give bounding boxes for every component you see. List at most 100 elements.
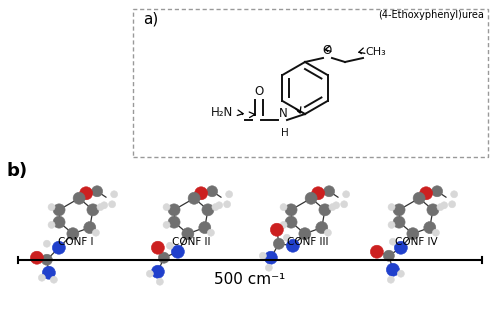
- Circle shape: [172, 245, 184, 258]
- Circle shape: [80, 187, 92, 200]
- Circle shape: [84, 221, 96, 234]
- Circle shape: [163, 221, 170, 228]
- Circle shape: [48, 204, 55, 210]
- Circle shape: [199, 221, 211, 234]
- Circle shape: [194, 187, 207, 200]
- Circle shape: [280, 221, 287, 228]
- Circle shape: [264, 251, 278, 264]
- Circle shape: [50, 276, 58, 283]
- Circle shape: [52, 241, 66, 254]
- Circle shape: [324, 229, 332, 236]
- Circle shape: [100, 202, 107, 209]
- Text: O: O: [322, 44, 332, 57]
- Circle shape: [393, 204, 405, 216]
- Circle shape: [146, 270, 154, 277]
- Circle shape: [285, 204, 297, 216]
- FancyBboxPatch shape: [133, 9, 488, 157]
- Text: CONF III: CONF III: [287, 237, 329, 247]
- Circle shape: [332, 202, 340, 209]
- Circle shape: [38, 274, 46, 281]
- Circle shape: [48, 221, 55, 228]
- Circle shape: [208, 229, 214, 236]
- Circle shape: [166, 242, 173, 249]
- Circle shape: [212, 204, 219, 210]
- Circle shape: [53, 204, 65, 216]
- Circle shape: [202, 204, 214, 216]
- Circle shape: [216, 202, 222, 209]
- Circle shape: [92, 229, 100, 236]
- Circle shape: [448, 201, 456, 208]
- Circle shape: [224, 201, 230, 208]
- Circle shape: [30, 251, 44, 264]
- Circle shape: [67, 228, 79, 240]
- Circle shape: [182, 228, 194, 240]
- Circle shape: [393, 216, 405, 228]
- Circle shape: [388, 276, 394, 283]
- Circle shape: [42, 266, 56, 279]
- Circle shape: [42, 254, 52, 265]
- Circle shape: [53, 216, 65, 228]
- Circle shape: [274, 238, 284, 249]
- Circle shape: [152, 241, 164, 254]
- Circle shape: [87, 204, 99, 216]
- Text: CONF I: CONF I: [58, 237, 94, 247]
- Text: 500 cm⁻¹: 500 cm⁻¹: [214, 272, 286, 287]
- Text: O: O: [254, 85, 264, 98]
- Text: CONF II: CONF II: [172, 237, 210, 247]
- Text: (4-Ethoxyphenyl)urea: (4-Ethoxyphenyl)urea: [378, 10, 484, 20]
- Circle shape: [156, 278, 164, 285]
- Circle shape: [73, 192, 85, 204]
- Text: H: H: [281, 128, 289, 138]
- Circle shape: [407, 228, 419, 240]
- Circle shape: [388, 221, 395, 228]
- Circle shape: [226, 191, 232, 198]
- Circle shape: [424, 221, 436, 234]
- Circle shape: [324, 186, 334, 197]
- Circle shape: [284, 234, 290, 241]
- Circle shape: [312, 187, 324, 200]
- Circle shape: [44, 240, 51, 247]
- Text: H₂N: H₂N: [211, 106, 233, 119]
- Circle shape: [168, 216, 180, 228]
- Circle shape: [158, 252, 170, 263]
- Circle shape: [420, 187, 432, 200]
- Circle shape: [432, 229, 440, 236]
- Circle shape: [437, 204, 444, 210]
- Circle shape: [152, 265, 164, 278]
- Circle shape: [266, 264, 272, 271]
- Text: N: N: [278, 107, 287, 120]
- Circle shape: [163, 204, 170, 210]
- Text: CH₃: CH₃: [365, 47, 386, 57]
- Circle shape: [340, 201, 347, 208]
- Circle shape: [108, 201, 116, 208]
- Circle shape: [370, 245, 384, 258]
- Circle shape: [92, 186, 102, 197]
- Circle shape: [206, 186, 218, 197]
- Circle shape: [329, 204, 336, 210]
- Circle shape: [390, 238, 396, 245]
- Circle shape: [386, 263, 400, 276]
- Circle shape: [188, 192, 200, 204]
- Circle shape: [285, 216, 297, 228]
- Circle shape: [270, 223, 283, 236]
- Circle shape: [168, 204, 180, 216]
- Text: a): a): [143, 12, 158, 27]
- Text: CONF IV: CONF IV: [394, 237, 438, 247]
- Circle shape: [384, 250, 394, 261]
- Text: b): b): [6, 162, 27, 180]
- Circle shape: [388, 204, 395, 210]
- Circle shape: [110, 191, 117, 198]
- Circle shape: [286, 239, 300, 252]
- Circle shape: [97, 204, 104, 210]
- Circle shape: [450, 191, 458, 198]
- Circle shape: [398, 270, 404, 277]
- Circle shape: [319, 204, 331, 216]
- Circle shape: [342, 191, 349, 198]
- Circle shape: [440, 202, 448, 209]
- Circle shape: [413, 192, 425, 204]
- Circle shape: [432, 186, 442, 197]
- Circle shape: [316, 221, 328, 234]
- Circle shape: [299, 228, 311, 240]
- Circle shape: [427, 204, 439, 216]
- Circle shape: [394, 241, 407, 254]
